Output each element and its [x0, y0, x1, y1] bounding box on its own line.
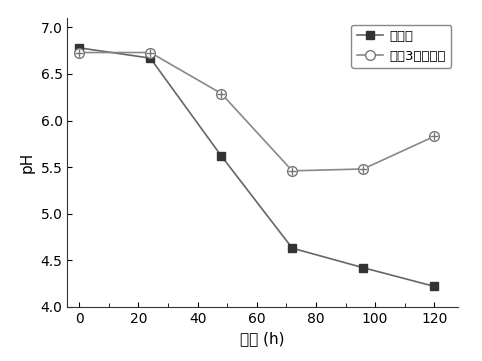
不鼓泡 [218, 154, 224, 158]
不鼓泡 [147, 56, 153, 60]
Line: 不鼓泡: 不鼓泡 [75, 44, 439, 291]
Y-axis label: pH: pH [20, 152, 35, 173]
不鼓泡 [77, 46, 82, 50]
间隔3小时鼓泡 [218, 91, 224, 96]
Line: 间隔3小时鼓泡: 间隔3小时鼓泡 [74, 48, 439, 176]
间隔3小时鼓泡 [289, 169, 295, 173]
间隔3小时鼓泡 [431, 134, 437, 139]
不鼓泡 [361, 266, 366, 270]
不鼓泡 [431, 284, 437, 288]
X-axis label: 时间 (h): 时间 (h) [241, 331, 285, 346]
间隔3小时鼓泡 [77, 50, 82, 55]
Legend: 不鼓泡, 间隔3小时鼓泡: 不鼓泡, 间隔3小时鼓泡 [351, 25, 451, 68]
不鼓泡 [289, 246, 295, 250]
间隔3小时鼓泡 [147, 50, 153, 55]
间隔3小时鼓泡 [361, 167, 366, 171]
